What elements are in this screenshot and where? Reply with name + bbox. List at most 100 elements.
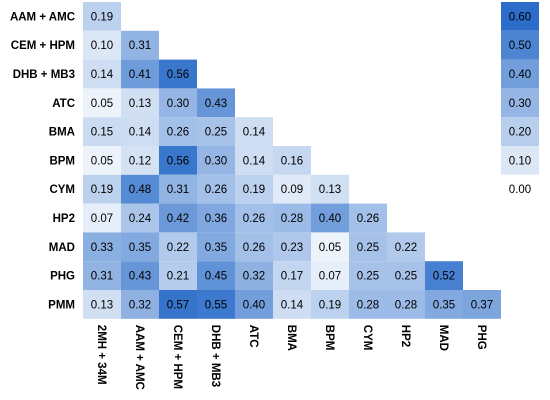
cell-value-label: 0.56	[167, 69, 189, 81]
cell-value-label: 0.14	[91, 69, 114, 81]
legend-tick-label: 0.30	[509, 98, 531, 110]
row-label: AAM + AMC	[10, 11, 75, 23]
cell-value-label: 0.05	[91, 98, 113, 110]
cell-value-label: 0.07	[319, 271, 341, 283]
heatmap-cell	[197, 174, 235, 204]
cell-value-label: 0.23	[281, 242, 303, 254]
cell-value-label: 0.25	[357, 271, 379, 283]
heatmap-cell	[121, 261, 159, 290]
heatmap-cell	[121, 30, 159, 60]
cell-value-label: 0.45	[205, 271, 227, 283]
cell-value-label: 0.30	[205, 155, 227, 167]
heatmap-cell	[83, 59, 121, 89]
heatmap-cell	[83, 290, 121, 319]
row-label: PMM	[48, 299, 75, 311]
heatmap-cell	[311, 232, 349, 262]
heatmap-cell	[121, 232, 159, 262]
row-labels: AAM + AMC CEM + HPM DHB + MB3 ATC BMA BPM CYM H…	[10, 11, 75, 311]
heatmap-cell	[311, 290, 349, 319]
cell-value-label: 0.25	[205, 127, 227, 139]
heatmap-cell	[159, 146, 197, 175]
cell-value-label: 0.10	[91, 40, 113, 52]
cell-value-label: 0.40	[319, 213, 341, 225]
cell-value-label: 0.57	[167, 299, 189, 311]
heatmap-cells: 0.19 0.10 0.31 0.14 0.41 0.56 0.05 0.13 0.30 0.43…	[83, 2, 501, 319]
cell-value-label: 0.24	[129, 213, 152, 225]
heatmap-cell	[121, 290, 159, 319]
cell-value-label: 0.43	[129, 271, 151, 283]
cell-value-label: 0.16	[281, 155, 303, 167]
cell-value-label: 0.14	[281, 299, 304, 311]
column-labels: 2MH + 34M AAM + AMC CEM + HPM DHB + MB3 ATC B…	[95, 325, 487, 390]
heatmap-cell	[273, 174, 311, 204]
cell-value-label: 0.26	[357, 213, 379, 225]
cell-value-label: 0.19	[319, 299, 341, 311]
legend-swatch	[501, 146, 539, 175]
column-label: 2MH + 34M	[95, 325, 107, 385]
heatmap-cell	[273, 261, 311, 290]
heatmap-cell	[83, 232, 121, 262]
column-label: CEM + HPM	[171, 325, 183, 389]
heatmap-cell	[121, 88, 159, 118]
cell-value-label: 0.36	[205, 213, 227, 225]
heatmap-cell	[235, 174, 273, 204]
heatmap-cell	[311, 203, 349, 233]
cell-value-label: 0.28	[395, 299, 417, 311]
cell-value-label: 0.33	[91, 242, 113, 254]
cell-value-label: 0.19	[91, 11, 113, 23]
cell-value-label: 0.13	[129, 98, 151, 110]
heatmap-cell	[197, 290, 235, 319]
cell-value-label: 0.28	[281, 213, 303, 225]
cell-value-label: 0.35	[129, 242, 151, 254]
legend-tick-label: 0.10	[509, 155, 531, 167]
cell-value-label: 0.37	[471, 299, 493, 311]
row-label: PHG	[50, 271, 75, 283]
cell-value-label: 0.25	[395, 271, 417, 283]
cell-value-label: 0.32	[129, 299, 151, 311]
heatmap-cell	[159, 261, 197, 290]
heatmap-cell	[197, 232, 235, 262]
heatmap-cell	[425, 261, 463, 290]
heatmap-cell	[83, 261, 121, 290]
heatmap-cell	[197, 146, 235, 175]
cell-value-label: 0.05	[319, 242, 341, 254]
heatmap-cell	[235, 203, 273, 233]
row-label: HP2	[53, 213, 75, 225]
heatmap-cell	[311, 261, 349, 290]
heatmap-cell	[349, 261, 387, 290]
heatmap-cell	[159, 59, 197, 89]
cell-value-label: 0.05	[91, 155, 113, 167]
heatmap-cell	[197, 261, 235, 290]
heatmap-cell	[83, 174, 121, 204]
heatmap-cell	[159, 88, 197, 118]
row-label: MAD	[49, 242, 75, 254]
cell-value-label: 0.48	[129, 184, 151, 196]
cell-value-label: 0.22	[395, 242, 417, 254]
heatmap-cell	[197, 203, 235, 233]
heatmap-cell	[83, 2, 121, 31]
heatmap-cell	[463, 290, 501, 319]
color-scale-legend: 0.60 0.50 0.40 0.30 0.20 0.10 0.00	[501, 2, 539, 204]
heatmap-cell	[235, 290, 273, 319]
cell-value-label: 0.13	[91, 299, 113, 311]
heatmap-cell	[387, 261, 425, 290]
cell-value-label: 0.55	[205, 299, 227, 311]
cell-value-label: 0.25	[357, 242, 379, 254]
cell-value-label: 0.26	[243, 242, 265, 254]
heatmap-cell	[83, 30, 121, 60]
cell-value-label: 0.14	[243, 127, 266, 139]
cell-value-label: 0.14	[129, 127, 152, 139]
legend-tick-label: 0.00	[509, 184, 531, 196]
heatmap-cell	[159, 174, 197, 204]
column-label: MAD	[437, 325, 449, 351]
heatmap-cell	[121, 203, 159, 233]
cell-value-label: 0.09	[281, 184, 303, 196]
heatmap-cell	[121, 117, 159, 146]
row-label: CYM	[49, 184, 75, 196]
heatmap-cell	[159, 232, 197, 262]
row-label: BPM	[49, 155, 75, 167]
cell-value-label: 0.31	[91, 271, 113, 283]
legend-tick-label: 0.60	[509, 11, 531, 23]
heatmap-cell	[159, 290, 197, 319]
column-label: DHB + MB3	[209, 325, 221, 387]
